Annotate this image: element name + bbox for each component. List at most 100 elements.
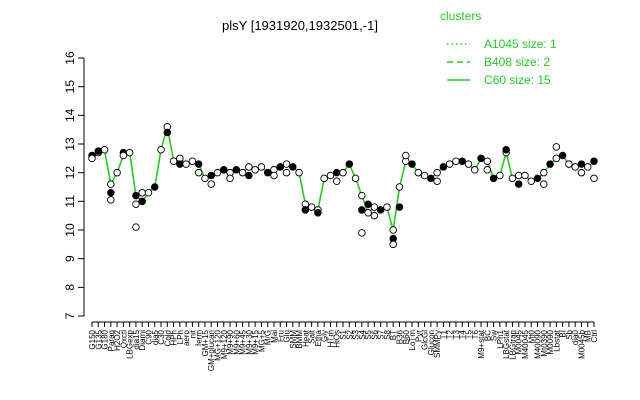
data-point <box>552 154 561 163</box>
x-tick-label: M9+15 <box>251 329 260 354</box>
y-tick-label: 12 <box>63 166 77 180</box>
x-tick-label: M0090 <box>546 329 555 354</box>
data-point <box>577 168 586 177</box>
data-point <box>370 203 379 211</box>
data-point <box>540 180 548 188</box>
data-point <box>558 151 567 160</box>
x-tick-label: S7 <box>377 329 386 339</box>
data-point <box>439 163 448 171</box>
x-tick-label: M9+60 <box>232 329 241 354</box>
x-tick-label: T1 <box>439 329 448 339</box>
data-point <box>376 206 385 214</box>
data-point <box>88 154 96 163</box>
data-point <box>552 143 561 151</box>
x-tick-label: LoTm <box>408 330 417 351</box>
x-tick-label: T6 <box>471 329 480 339</box>
x-tick-label: M9+120 <box>220 329 229 359</box>
data-point <box>383 203 391 211</box>
x-tick-label: M0045 <box>515 329 524 354</box>
x-tick-label: aero <box>182 329 191 346</box>
x-tick-label: LPh <box>176 330 185 344</box>
data-point <box>263 168 272 177</box>
data-point <box>358 191 366 200</box>
data-point <box>514 180 523 188</box>
data-point <box>502 145 510 154</box>
data-point <box>132 223 140 231</box>
data-point <box>332 177 341 186</box>
data-point <box>295 168 303 177</box>
x-tick-label: Sb <box>565 329 574 339</box>
x-tick-label: S3 <box>352 329 361 339</box>
x-tick-label: Oxctl <box>119 330 128 348</box>
x-tick-label: BT <box>389 330 398 340</box>
data-point <box>514 171 523 180</box>
data-point <box>433 168 441 177</box>
data-point <box>345 160 354 168</box>
x-tick-label: SMM <box>289 330 298 349</box>
data-point <box>445 160 454 168</box>
data-point <box>245 171 253 180</box>
x-tick-label: Ctrl <box>590 330 599 343</box>
data-point <box>138 188 146 197</box>
x-tick-label: G150 <box>88 329 97 349</box>
data-point <box>182 160 190 168</box>
x-tick-label: MB <box>584 330 593 342</box>
x-tick-label: MG+5 <box>257 329 266 352</box>
data-point <box>521 171 529 180</box>
data-point <box>270 171 278 180</box>
data-point <box>351 174 360 183</box>
data-point <box>157 145 165 154</box>
y-tick-label: 11 <box>63 195 77 208</box>
x-tick-label: dia5 <box>151 329 160 345</box>
data-point <box>301 206 310 214</box>
data-point <box>332 168 341 177</box>
data-point <box>188 157 197 165</box>
x-tick-label: BMM <box>295 330 304 349</box>
data-point <box>389 240 397 249</box>
data-point <box>257 163 266 171</box>
y-axis: 7 8 9 10 11 12 13 14 15 16 <box>63 51 85 319</box>
y-tick-label: 16 <box>63 51 77 65</box>
x-tick-label: C90 <box>144 329 153 344</box>
x-tick-label: GM+glucan <box>207 330 216 371</box>
data-point <box>496 171 504 180</box>
x-tick-label: HTm <box>326 330 335 348</box>
x-tick-label: dia15 <box>132 329 141 349</box>
y-tick-label: 8 <box>63 284 77 291</box>
y-tick-label: 9 <box>63 255 77 262</box>
x-tick-label: T4 <box>458 329 467 339</box>
data-point <box>238 168 247 177</box>
data-point <box>571 163 579 171</box>
data-point <box>94 147 103 155</box>
data-point <box>414 168 423 177</box>
data-point <box>107 196 115 204</box>
data-point <box>395 183 404 191</box>
data-point <box>232 166 241 174</box>
x-tick-label: HPh <box>170 330 179 346</box>
x-tick-label: G135 <box>94 329 103 349</box>
data-point <box>201 174 209 183</box>
data-point <box>364 209 372 217</box>
data-point <box>194 168 203 177</box>
data-point <box>282 160 291 168</box>
x-tick-label: SMMPy <box>433 330 442 358</box>
data-point <box>276 163 285 171</box>
data-point <box>420 171 429 180</box>
data-point <box>163 128 172 137</box>
x-tick-label: S8 <box>383 329 392 339</box>
data-point <box>590 174 598 183</box>
legend-label-a1045: A1045 size: 1 <box>484 37 557 51</box>
data-point <box>307 203 316 211</box>
data-point <box>508 174 517 183</box>
data-point <box>132 200 140 208</box>
x-tick-label: B36 <box>395 329 404 344</box>
x-tick-label: GM+15 <box>201 329 210 356</box>
data-point <box>245 163 253 171</box>
y-tick-label: 10 <box>63 223 77 237</box>
data-point <box>207 171 215 180</box>
data-point <box>251 166 259 174</box>
data-point <box>464 160 473 168</box>
data-point <box>144 188 153 197</box>
x-tick-label: T2 <box>446 329 455 339</box>
x-tick-label: LBGstat <box>502 329 511 359</box>
